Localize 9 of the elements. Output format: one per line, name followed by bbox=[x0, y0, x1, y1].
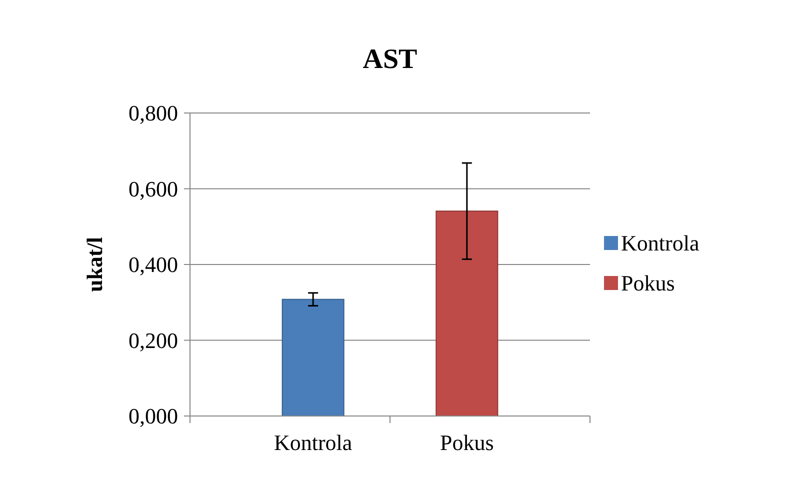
y-tick-label: 0,400 bbox=[128, 252, 178, 277]
y-axis-title: ukat/l bbox=[82, 236, 107, 292]
legend-label: Kontrola bbox=[621, 230, 700, 256]
y-tick-label: 0,800 bbox=[128, 100, 178, 126]
chart-title: AST bbox=[362, 44, 418, 75]
y-tick-label: 0,200 bbox=[128, 328, 178, 353]
y-tick-label: 0,000 bbox=[128, 404, 178, 428]
legend-label: Pokus bbox=[621, 270, 675, 296]
y-tick-label: 0,600 bbox=[128, 176, 178, 202]
